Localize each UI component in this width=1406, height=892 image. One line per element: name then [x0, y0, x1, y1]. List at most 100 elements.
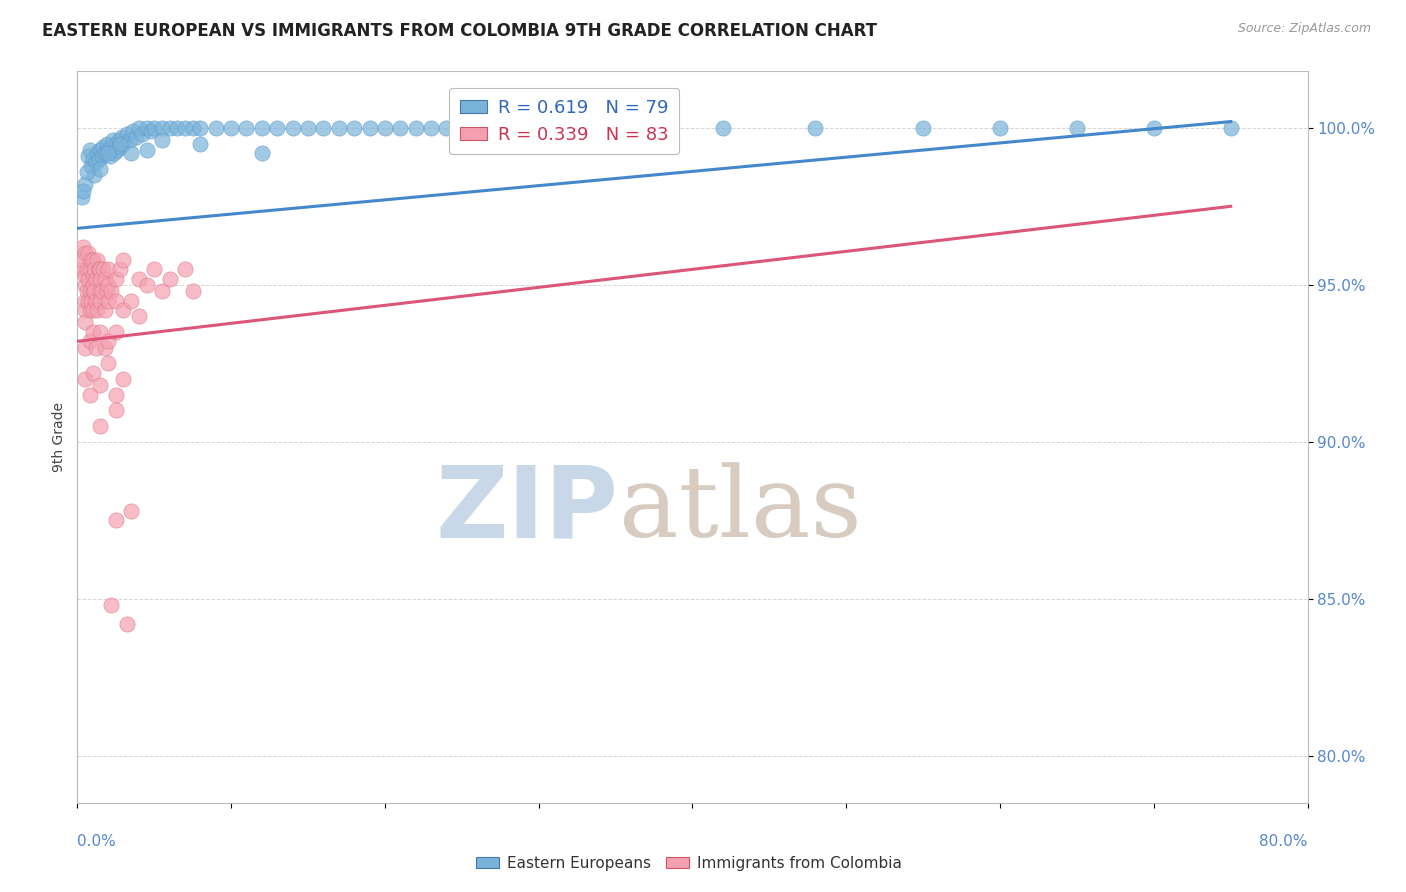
Point: [86, 252, 108, 267]
Legend: R = 0.619   N = 79, R = 0.339   N = 83: R = 0.619 N = 79, R = 0.339 N = 83: [450, 87, 679, 154]
Point: [89, 271, 111, 285]
Point: [77, 149, 100, 163]
Point: [112, 302, 135, 317]
Point: [96, 284, 118, 298]
Point: [100, 284, 122, 298]
Point: [112, 372, 135, 386]
Point: [103, 146, 125, 161]
Point: [73, 246, 96, 260]
Point: [97, 146, 120, 161]
Point: [79, 387, 101, 401]
Point: [143, 262, 166, 277]
Point: [82, 366, 104, 380]
Point: [70, 190, 93, 204]
Point: [125, 130, 148, 145]
Point: [97, 277, 120, 292]
Point: [104, 403, 127, 417]
Point: [73, 372, 96, 386]
Point: [101, 133, 124, 147]
Point: [89, 325, 111, 339]
Point: [72, 240, 94, 254]
Point: [374, 120, 396, 135]
Point: [159, 271, 181, 285]
Point: [72, 184, 94, 198]
Point: [111, 130, 134, 145]
Point: [89, 161, 111, 176]
Point: [79, 143, 101, 157]
Point: [97, 356, 120, 370]
Point: [312, 120, 335, 135]
Point: [89, 378, 111, 392]
Point: [128, 120, 150, 135]
Point: [100, 598, 122, 612]
Point: [76, 165, 98, 179]
Point: [359, 120, 381, 135]
Point: [912, 120, 935, 135]
Point: [1143, 120, 1166, 135]
Point: [86, 302, 108, 317]
Point: [87, 262, 110, 277]
Point: [711, 120, 734, 135]
Point: [87, 153, 110, 167]
Y-axis label: 9th Grade: 9th Grade: [52, 402, 66, 472]
Point: [83, 168, 105, 182]
Point: [80, 252, 103, 267]
Point: [135, 120, 157, 135]
Point: [73, 316, 96, 330]
Point: [235, 120, 257, 135]
Point: [636, 120, 658, 135]
Point: [343, 120, 366, 135]
Point: [104, 325, 127, 339]
Point: [174, 120, 197, 135]
Point: [73, 293, 96, 308]
Point: [80, 293, 103, 308]
Point: [527, 120, 550, 135]
Point: [115, 127, 138, 141]
Point: [804, 120, 827, 135]
Point: [90, 149, 114, 163]
Point: [110, 136, 132, 151]
Point: [104, 513, 127, 527]
Point: [250, 120, 273, 135]
Legend: Eastern Europeans, Immigrants from Colombia: Eastern Europeans, Immigrants from Colom…: [470, 850, 908, 877]
Point: [89, 143, 111, 157]
Point: [82, 325, 104, 339]
Point: [96, 136, 118, 151]
Point: [120, 146, 142, 161]
Point: [100, 139, 122, 153]
Point: [77, 246, 100, 260]
Point: [97, 143, 120, 157]
Point: [89, 419, 111, 434]
Point: [86, 146, 108, 161]
Point: [80, 159, 103, 173]
Point: [131, 127, 153, 141]
Point: [97, 334, 120, 349]
Point: [150, 133, 173, 147]
Text: ZIP: ZIP: [436, 462, 619, 558]
Point: [104, 136, 127, 151]
Point: [104, 387, 127, 401]
Point: [82, 277, 104, 292]
Point: [128, 271, 150, 285]
Point: [82, 284, 104, 298]
Point: [83, 262, 105, 277]
Point: [82, 252, 104, 267]
Point: [181, 120, 204, 135]
Point: [89, 262, 111, 277]
Point: [188, 136, 212, 151]
Point: [84, 293, 107, 308]
Point: [97, 293, 120, 308]
Text: 0.0%: 0.0%: [77, 834, 117, 849]
Point: [1219, 120, 1241, 135]
Point: [266, 120, 288, 135]
Point: [988, 120, 1011, 135]
Point: [281, 120, 304, 135]
Point: [120, 504, 142, 518]
Point: [219, 120, 242, 135]
Point: [204, 120, 226, 135]
Point: [181, 284, 204, 298]
Point: [73, 178, 96, 192]
Point: [174, 262, 197, 277]
Point: [118, 133, 141, 147]
Point: [73, 268, 96, 283]
